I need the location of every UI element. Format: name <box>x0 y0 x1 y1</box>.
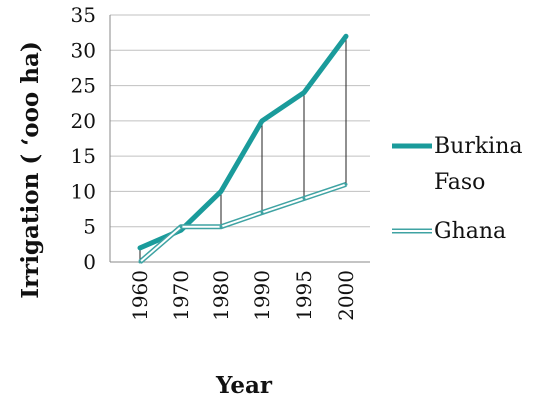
drop-lines <box>139 36 347 262</box>
data-point-ghana <box>179 225 183 229</box>
x-axis-ticks: 1960 1970 1980 1990 1995 2000 <box>128 270 358 321</box>
y-axis-ticks: 0 5 10 15 20 25 30 35 <box>71 3 96 274</box>
data-point-ghana <box>260 211 264 215</box>
data-point-ghana <box>344 182 348 186</box>
x-tick-label: 1970 <box>169 270 193 321</box>
legend: Burkina Faso Ghana <box>392 134 523 244</box>
x-tick-label: 1960 <box>128 270 152 321</box>
x-axis-title: Year <box>215 372 273 399</box>
legend-burkina-faso-label-line1: Burkina <box>434 134 523 159</box>
data-point-burkina-faso <box>344 34 348 38</box>
y-tick-label: 35 <box>71 3 96 27</box>
y-tick-label: 25 <box>71 74 96 98</box>
x-tick-label: 2000 <box>334 270 358 321</box>
y-tick-label: 0 <box>83 250 96 274</box>
y-tick-label: 20 <box>71 109 96 133</box>
y-tick-label: 5 <box>83 215 96 239</box>
data-point-burkina-faso <box>302 91 306 95</box>
data-point-ghana <box>302 196 306 200</box>
data-point-burkina-faso <box>219 189 223 193</box>
data-point-burkina-faso <box>260 119 264 123</box>
y-axis-title: Irrigation ( ‘ooo ha) <box>17 41 44 299</box>
y-tick-label: 30 <box>71 38 96 62</box>
y-tick-label: 15 <box>71 144 96 168</box>
legend-burkina-faso-label-line2: Faso <box>434 170 485 195</box>
x-tick-label: 1995 <box>292 270 316 321</box>
legend-ghana-label: Ghana <box>434 219 506 244</box>
series-line-ghana-inner <box>139 183 347 263</box>
axes <box>109 15 370 263</box>
data-point-ghana <box>219 225 223 229</box>
x-tick-label: 1990 <box>250 270 274 321</box>
y-tick-label: 10 <box>71 179 96 203</box>
series-line-ghana <box>138 182 347 264</box>
series-line-burkina-faso <box>137 33 349 251</box>
data-point-ghana <box>138 260 142 264</box>
x-tick-label: 1980 <box>209 270 233 321</box>
series-lines <box>137 33 349 264</box>
grid-lines <box>110 14 370 228</box>
data-point-burkina-faso <box>138 246 142 250</box>
